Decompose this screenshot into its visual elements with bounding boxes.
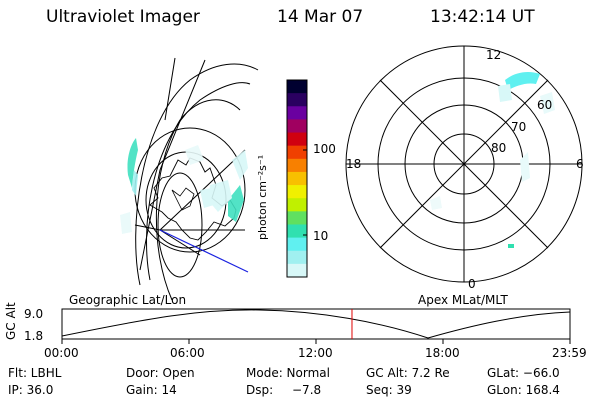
timeline-x-tick-3: 18:00 [425, 346, 460, 360]
timeline-right-title: Apex MLat/MLT [418, 293, 508, 307]
colorbar-tick-100: 100 [313, 142, 336, 156]
colorbar-band [287, 158, 307, 173]
timeline-y-tick-min: 1.8 [24, 329, 44, 343]
colorbar-band [287, 237, 307, 252]
status-filter: Flt: LBHL [8, 366, 62, 380]
status-seq: Seq: 39 [366, 383, 412, 397]
altitude-curve [61, 309, 571, 339]
colorbar-band [287, 119, 307, 134]
colorbar-band [287, 106, 307, 120]
timeline-x-tick-4: 23:59 [552, 346, 587, 360]
colorbar-band [287, 250, 307, 265]
mlt-label-18: 18 [346, 157, 362, 171]
status-glon: GLon: 168.4 [487, 383, 560, 397]
mlt-label-6: 6 [576, 157, 584, 171]
colorbar-band [287, 198, 307, 212]
footprint-line [159, 229, 249, 273]
mlat-label-70: 70 [511, 120, 527, 134]
status-door: Door: Open [126, 366, 195, 380]
status-dsp-value: −7.8 [292, 383, 322, 397]
observation-date: 14 Mar 07 [277, 7, 364, 27]
colorbar-band [287, 93, 307, 107]
mlat-label-80: 80 [491, 141, 507, 155]
timeline-left-title: Geographic Lat/Lon [69, 293, 187, 307]
colorbar-band [287, 171, 307, 186]
observation-time: 13:42:14 UT [430, 7, 535, 27]
instrument-title: Ultraviolet Imager [46, 7, 200, 27]
timeline-x-tick-2: 12:00 [298, 346, 333, 360]
mlt-label-0: 0 [468, 277, 476, 291]
status-gain: Gain: 14 [126, 383, 177, 397]
colorbar-band [287, 185, 307, 199]
mlt-label-12: 12 [486, 48, 502, 62]
colorbar-band [287, 224, 307, 239]
aurora-emission [120, 138, 248, 234]
colorbar-band [287, 263, 307, 278]
mlat-label-60: 60 [537, 98, 553, 112]
colorbar-tick-10: 10 [313, 229, 329, 243]
colorbar-band [287, 132, 307, 147]
status-dsp-label: Dsp: [246, 383, 274, 397]
status-gc-alt: GC Alt: 7.2 Re [366, 366, 450, 380]
status-glat: GLat: −66.0 [487, 366, 560, 380]
status-mode: Mode: Normal [246, 366, 330, 380]
timeline-x-tick-1: 06:00 [170, 346, 205, 360]
colorbar-band [287, 211, 307, 225]
status-ip: IP: 36.0 [8, 383, 54, 397]
timeline-x-tick-0: 00:00 [44, 346, 79, 360]
colorbar-band [287, 145, 307, 160]
polar-emission [430, 72, 555, 248]
colorbar-frame [286, 79, 308, 278]
timeline-ticks [61, 339, 571, 344]
colorbar-band [287, 80, 307, 94]
timeline-y-tick-max: 9.0 [24, 307, 44, 321]
polar-grid [345, 45, 583, 283]
